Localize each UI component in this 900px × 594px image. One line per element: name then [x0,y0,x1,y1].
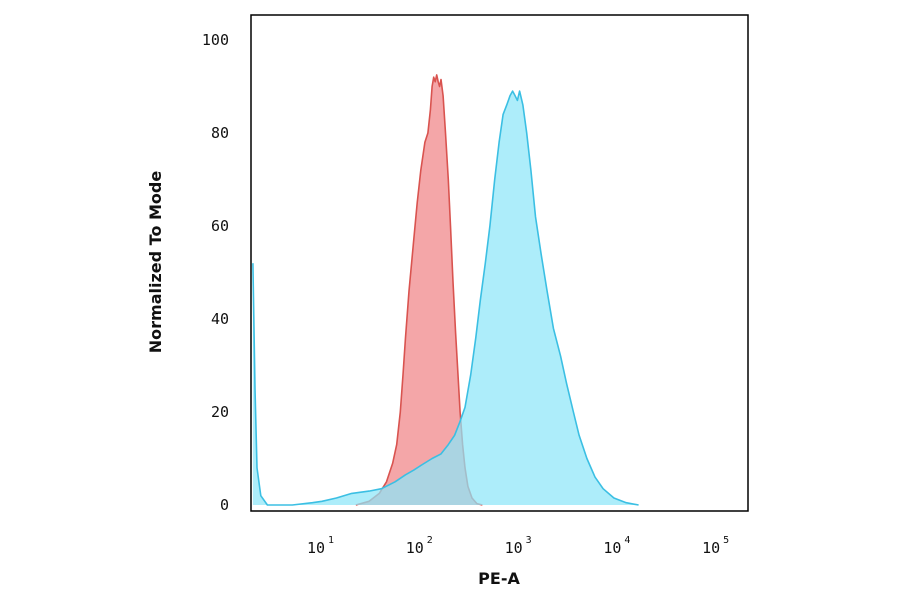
plot-frame [250,14,749,512]
y-tick-label: 100 [202,31,229,49]
x-tick-label: 10 1 [307,535,334,557]
y-tick-label: 40 [211,310,229,328]
series-layer [252,74,639,506]
x-tick-label: 10 3 [505,535,532,557]
x-tick-exponent: 4 [624,535,630,546]
y-axis-ticks: 0 20 40 60 80 100 [202,31,229,514]
y-tick-label: 0 [220,496,229,514]
x-tick-label: 10 4 [603,535,630,557]
x-axis-title: PE-A [478,569,520,588]
x-tick-exponent: 1 [328,535,334,546]
series-2-area [252,91,639,505]
x-axis-ticks: 10 1 10 2 10 3 10 4 10 5 [307,535,729,557]
series-1-line [355,74,483,506]
x-tick-exponent: 5 [723,535,729,546]
x-tick-exponent: 3 [526,535,532,546]
x-tick-exponent: 2 [427,535,433,546]
x-tick-label: 10 2 [406,535,433,557]
x-tick-base: 10 [505,539,523,557]
x-tick-base: 10 [702,539,720,557]
y-tick-label: 60 [211,217,229,235]
series-2-line [252,90,639,506]
x-tick-label: 10 5 [702,535,729,557]
x-tick-base: 10 [603,539,621,557]
y-tick-label: 20 [211,403,229,421]
x-tick-base: 10 [307,539,325,557]
y-axis-title: Normalized To Mode [146,171,165,354]
x-tick-base: 10 [406,539,424,557]
series-1-area [355,74,483,506]
y-tick-label: 80 [211,124,229,142]
